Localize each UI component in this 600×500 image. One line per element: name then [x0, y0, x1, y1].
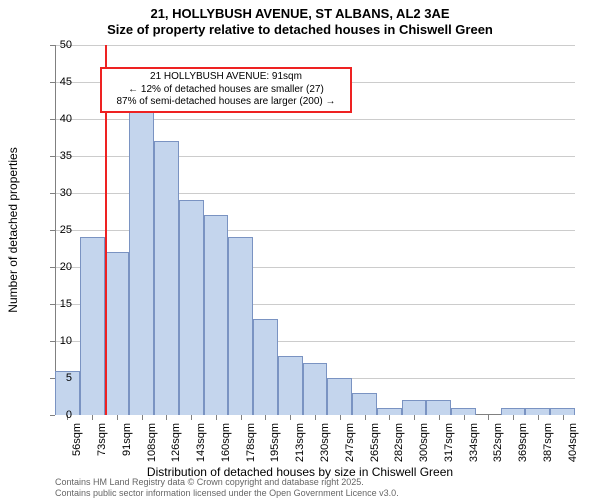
histogram-bar — [80, 237, 105, 415]
x-tick-label: 143sqm — [195, 423, 207, 462]
chart-plot-area: 21 HOLLYBUSH AVENUE: 91sqm← 12% of detac… — [55, 45, 575, 415]
y-tick-label: 50 — [47, 39, 72, 51]
chart-title-line1: 21, HOLLYBUSH AVENUE, ST ALBANS, AL2 3AE — [0, 6, 600, 21]
grid-line — [55, 45, 575, 46]
histogram-bar — [352, 393, 377, 415]
annotation-line: 21 HOLLYBUSH AVENUE: 91sqm — [106, 71, 346, 84]
y-tick-label: 10 — [47, 335, 72, 347]
histogram-bar — [426, 400, 451, 415]
x-tick-label: 230sqm — [319, 423, 331, 462]
histogram-bar — [179, 200, 204, 415]
histogram-bar — [105, 252, 130, 415]
x-tick-label: 265sqm — [369, 423, 381, 462]
x-tick — [538, 415, 539, 420]
x-tick — [464, 415, 465, 420]
y-tick-label: 15 — [47, 298, 72, 310]
histogram-bar — [550, 408, 575, 415]
x-tick-label: 73sqm — [96, 423, 108, 456]
annotation-line: ← 12% of detached houses are smaller (27… — [106, 84, 346, 97]
histogram-bar — [154, 141, 179, 415]
y-axis-label: Number of detached properties — [6, 147, 20, 312]
x-tick-label: 247sqm — [344, 423, 356, 462]
annotation-callout: 21 HOLLYBUSH AVENUE: 91sqm← 12% of detac… — [100, 67, 352, 113]
x-tick — [290, 415, 291, 420]
footer-line2: Contains public sector information licen… — [55, 488, 399, 498]
x-tick — [563, 415, 564, 420]
x-tick — [117, 415, 118, 420]
x-tick — [389, 415, 390, 420]
y-tick-label: 40 — [47, 113, 72, 125]
y-tick-label: 45 — [47, 76, 72, 88]
x-tick — [265, 415, 266, 420]
x-tick-label: 56sqm — [71, 423, 83, 456]
histogram-bar — [303, 363, 328, 415]
x-tick-label: 404sqm — [567, 423, 579, 462]
x-tick-label: 195sqm — [269, 423, 281, 462]
histogram-bar — [278, 356, 303, 415]
histogram-bar — [377, 408, 402, 415]
x-tick-label: 300sqm — [418, 423, 430, 462]
histogram-bar — [501, 408, 526, 415]
x-tick — [513, 415, 514, 420]
x-tick-label: 334sqm — [468, 423, 480, 462]
histogram-bar — [228, 237, 253, 415]
y-tick-label: 30 — [47, 187, 72, 199]
annotation-line: 87% of semi-detached houses are larger (… — [106, 96, 346, 109]
x-tick-label: 160sqm — [220, 423, 232, 462]
y-tick-label: 35 — [47, 150, 72, 162]
x-tick — [142, 415, 143, 420]
histogram-bar — [253, 319, 278, 415]
x-tick — [414, 415, 415, 420]
x-tick — [439, 415, 440, 420]
x-tick-label: 352sqm — [492, 423, 504, 462]
histogram-bar — [129, 104, 154, 415]
footer-line1: Contains HM Land Registry data © Crown c… — [55, 477, 399, 487]
x-tick-label: 108sqm — [146, 423, 158, 462]
x-tick — [216, 415, 217, 420]
chart-title-line2: Size of property relative to detached ho… — [0, 22, 600, 37]
x-tick — [92, 415, 93, 420]
x-tick — [488, 415, 489, 420]
x-tick — [340, 415, 341, 420]
histogram-bar — [525, 408, 550, 415]
histogram-bar — [327, 378, 352, 415]
x-tick — [191, 415, 192, 420]
x-tick — [365, 415, 366, 420]
y-tick-label: 25 — [47, 224, 72, 236]
x-tick — [241, 415, 242, 420]
histogram-bar — [204, 215, 229, 415]
x-tick-label: 387sqm — [542, 423, 554, 462]
y-tick-label: 5 — [47, 372, 72, 384]
y-tick-label: 0 — [47, 409, 72, 421]
x-tick-label: 126sqm — [170, 423, 182, 462]
x-tick-label: 369sqm — [517, 423, 529, 462]
x-tick — [166, 415, 167, 420]
histogram-bar — [451, 408, 476, 415]
y-tick-label: 20 — [47, 261, 72, 273]
x-tick — [315, 415, 316, 420]
x-tick-label: 91sqm — [121, 423, 133, 456]
x-tick-label: 178sqm — [245, 423, 257, 462]
x-tick-label: 282sqm — [393, 423, 405, 462]
x-tick-label: 317sqm — [443, 423, 455, 462]
chart-footer: Contains HM Land Registry data © Crown c… — [55, 477, 399, 498]
x-tick-label: 213sqm — [294, 423, 306, 462]
histogram-bar — [402, 400, 427, 415]
